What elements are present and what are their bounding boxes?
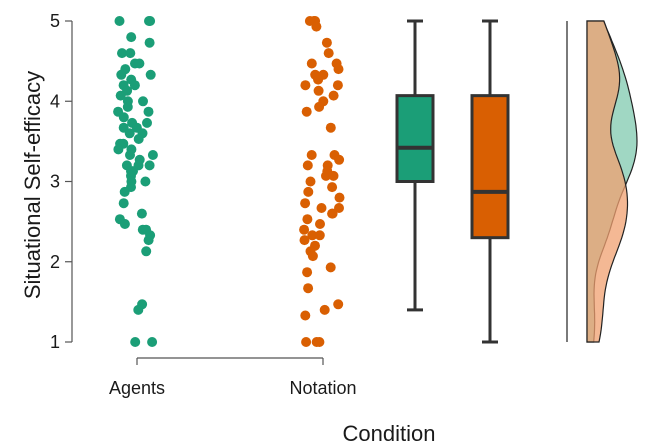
data-point [332,80,343,91]
box-notation [470,94,510,240]
data-point [299,235,310,246]
data-point [316,203,327,213]
data-point [130,337,141,347]
data-point [118,198,129,209]
data-point [323,48,334,59]
data-point [141,246,152,257]
data-point [144,160,155,171]
data-point [325,122,336,133]
data-point [328,90,339,101]
data-point [119,186,130,197]
data-point [333,64,344,75]
x-axis-title: Condition [343,421,436,445]
data-point [302,160,313,171]
data-point [147,150,158,160]
data-point [144,37,155,48]
data-point [307,230,318,241]
data-point [313,85,324,96]
data-point [313,74,324,85]
data-point [140,176,151,187]
data-point [305,176,316,187]
data-point [307,251,318,262]
data-point [299,224,310,235]
data-point [319,304,330,315]
x-tick-label: Agents [109,378,165,398]
box-agents [395,94,435,183]
data-point [122,101,133,112]
data-point [300,310,311,321]
data-point [145,69,156,80]
data-point [136,208,147,219]
data-point [143,106,154,117]
data-point [306,58,317,69]
data-point [301,337,312,347]
data-point [124,128,135,139]
data-point [300,80,311,91]
data-point [129,80,140,91]
data-point [117,48,127,59]
jitter-points [113,16,345,347]
data-point [113,144,124,155]
data-point [119,219,130,229]
data-point [303,283,314,294]
data-point [125,48,136,59]
data-point [133,304,144,315]
data-point [321,37,332,48]
data-point [304,16,315,26]
data-point [114,16,125,26]
x-tick-label: Notation [289,378,356,398]
y-tick-label: 3 [50,172,60,192]
y-tick-label: 1 [50,332,60,352]
data-point [145,16,156,26]
data-point [302,267,313,278]
data-point [134,58,145,69]
data-point [143,235,154,246]
data-point [116,69,127,80]
y-tick-label: 5 [50,11,60,31]
data-point [138,96,148,107]
y-axis-title: Situational Self-efficacy [20,71,45,299]
y-axis: 1 2 3 4 5 [50,11,73,352]
density-notation [586,20,629,343]
data-point [306,150,317,160]
data-point [126,32,137,43]
data-point [315,219,325,229]
data-point [327,208,338,219]
data-point [115,90,126,101]
data-point [314,337,325,347]
data-point [302,214,313,225]
data-point [300,198,311,209]
data-point [142,117,152,128]
data-point [327,182,338,193]
x-axis: Agents Notation [109,357,357,398]
half-violin-densities [566,20,638,343]
data-point [333,299,344,310]
data-point [125,150,135,160]
y-tick-label: 4 [50,91,60,111]
data-point [133,134,144,144]
data-point [314,101,325,112]
data-point [118,112,129,123]
boxplots [395,19,510,344]
data-point [311,21,322,32]
data-point [314,230,325,241]
data-point [334,154,345,165]
data-point [147,337,158,347]
data-point [325,262,336,273]
data-point [328,170,339,181]
data-point [334,192,345,203]
data-point [321,170,331,181]
data-point [303,186,314,197]
data-point [301,106,312,117]
y-tick-label: 2 [50,252,60,272]
